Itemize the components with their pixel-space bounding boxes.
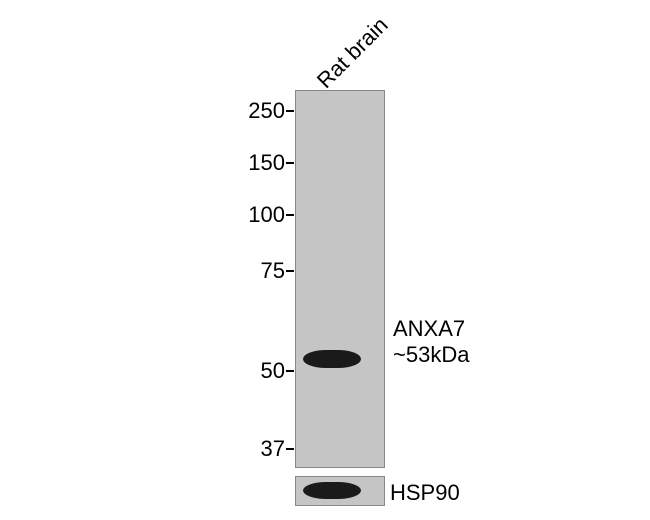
target-protein-band [303, 350, 361, 368]
mw-tick [286, 110, 294, 112]
protein-name-label: ANXA7 [393, 316, 465, 342]
loading-control-band [303, 482, 361, 499]
mw-tick [286, 448, 294, 450]
loading-control-label: HSP90 [390, 480, 460, 506]
protein-size-label: ~53kDa [393, 342, 469, 368]
mw-marker-label: 50 [261, 358, 285, 384]
mw-tick [286, 214, 294, 216]
main-blot-lane [295, 90, 385, 468]
mw-marker-label: 75 [261, 258, 285, 284]
mw-marker-label: 250 [248, 98, 285, 124]
mw-tick [286, 162, 294, 164]
mw-marker-label: 150 [248, 150, 285, 176]
sample-label: Rat brain [312, 12, 394, 94]
mw-marker-label: 100 [248, 202, 285, 228]
mw-tick [286, 270, 294, 272]
mw-marker-label: 37 [261, 436, 285, 462]
mw-tick [286, 370, 294, 372]
western-blot-figure: Rat brain 250 150 100 75 50 37 ANXA7 ~53kDa H… [0, 0, 650, 520]
